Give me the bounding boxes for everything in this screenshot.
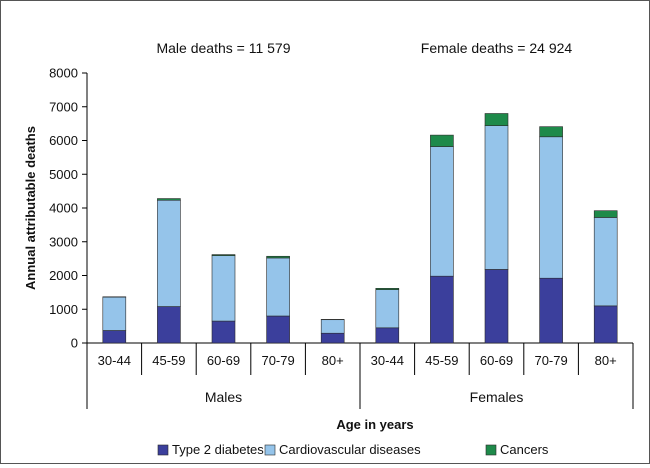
bar-segment-type-2-diabetes <box>212 321 235 343</box>
bar-segment-cardiovascular-diseases <box>267 258 290 316</box>
bar-segment-type-2-diabetes <box>430 276 453 343</box>
bar-segment-cancers <box>540 127 563 137</box>
bars <box>103 114 617 344</box>
x-tick-label: 70-79 <box>534 353 567 368</box>
group-annotation: Male deaths = 11 579 <box>156 40 290 56</box>
bar-segment-cancers <box>212 255 235 256</box>
y-axis-title: Annual attributable deaths <box>23 126 38 290</box>
y-tick-label: 0 <box>71 336 78 351</box>
x-tick-label: 60-69 <box>480 353 513 368</box>
x-tick-label: 80+ <box>595 353 617 368</box>
x-tick-label: 80+ <box>322 353 344 368</box>
legend-swatch <box>158 445 168 455</box>
bar-segment-type-2-diabetes <box>376 328 399 343</box>
bar-segment-type-2-diabetes <box>103 331 126 343</box>
bar-segment-cardiovascular-diseases <box>540 137 563 278</box>
bar-segment-type-2-diabetes <box>540 278 563 343</box>
group-label: Males <box>205 389 242 405</box>
bar-segment-type-2-diabetes <box>594 306 617 343</box>
bar-segment-cardiovascular-diseases <box>157 200 180 306</box>
y-tick-label: 5000 <box>49 167 78 182</box>
bar-segment-cardiovascular-diseases <box>103 297 126 330</box>
labels: 0 1000 2000 3000 4000 5000 6000 7000 8000 30-44 45… <box>23 40 617 432</box>
x-axis-title: Age in years <box>336 417 413 432</box>
bar-segment-type-2-diabetes <box>267 316 290 343</box>
x-tick-label: 30-44 <box>98 353 131 368</box>
bar-segment-cardiovascular-diseases <box>430 147 453 277</box>
x-tick-label: 60-69 <box>207 353 240 368</box>
bar-segment-cancers <box>594 211 617 218</box>
bar-segment-cancers <box>485 114 508 126</box>
x-tick-label: 45-59 <box>425 353 458 368</box>
y-tick-label: 3000 <box>49 234 78 249</box>
y-tick-label: 4000 <box>49 201 78 216</box>
legend-swatch <box>265 445 275 455</box>
legend: Type 2 diabetes Cardiovascular diseases Ca… <box>158 442 549 457</box>
legend-swatch <box>486 445 496 455</box>
y-tick-label: 2000 <box>49 268 78 283</box>
bar-segment-cancers <box>157 199 180 201</box>
legend-label: Cardiovascular diseases <box>279 442 421 457</box>
y-tick-label: 1000 <box>49 302 78 317</box>
bar-segment-cardiovascular-diseases <box>212 256 235 321</box>
legend-label: Cancers <box>500 442 549 457</box>
bar-segment-cardiovascular-diseases <box>594 217 617 305</box>
bar-segment-type-2-diabetes <box>321 333 344 343</box>
bar-segment-cardiovascular-diseases <box>321 320 344 334</box>
y-tick-label: 8000 <box>49 66 78 81</box>
x-tick-label: 30-44 <box>371 353 404 368</box>
bar-segment-cancers <box>430 135 453 146</box>
x-tick-label: 45-59 <box>152 353 185 368</box>
group-label: Females <box>470 389 524 405</box>
y-tick-label: 7000 <box>49 99 78 114</box>
bar-segment-cardiovascular-diseases <box>485 126 508 270</box>
bar-segment-type-2-diabetes <box>485 269 508 343</box>
legend-label: Type 2 diabetes <box>172 442 264 457</box>
group-annotation: Female deaths = 24 924 <box>421 40 573 56</box>
y-tick-label: 6000 <box>49 133 78 148</box>
bar-segment-cardiovascular-diseases <box>376 290 399 328</box>
bar-segment-cancers <box>376 288 399 289</box>
x-tick-label: 70-79 <box>261 353 294 368</box>
bar-segment-cancers <box>267 256 290 258</box>
bar-segment-type-2-diabetes <box>157 307 180 343</box>
